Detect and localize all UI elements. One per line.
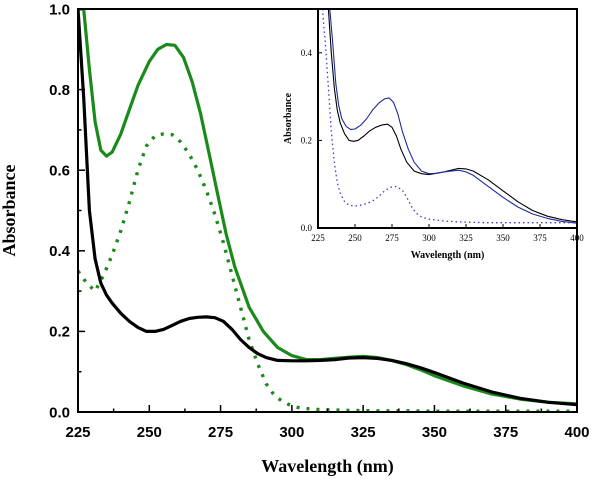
x-axis-title: Wavelength (nm) [411, 250, 485, 261]
plot-frame [317, 8, 578, 229]
inset-background [318, 9, 577, 228]
x-tick-label: 300 [279, 424, 304, 441]
y-tick-label: 0.4 [301, 48, 313, 58]
x-tick-label: 225 [65, 424, 90, 441]
series-line-1 [327, 8, 577, 223]
y-axis-title: Absorbance [283, 92, 294, 144]
y-tick-label: 0.2 [49, 324, 70, 341]
series-line-3 [321, 8, 577, 224]
x-tick-label: 275 [208, 424, 233, 441]
x-tick-label: 225 [311, 233, 325, 243]
x-tick-label: 350 [496, 233, 510, 243]
x-tick-label: 400 [570, 233, 584, 243]
x-tick-label: 250 [137, 424, 162, 441]
y-tick-label: 0.8 [49, 82, 70, 99]
x-tick-label: 400 [564, 424, 589, 441]
y-axis-title: Absorbance [0, 164, 19, 256]
series-line-2 [78, 132, 577, 412]
inset-plot: 225 250 275 300 325 350 375 400 0.0 0.2 0.4 Wavelen… [283, 8, 584, 261]
x-tick-label: 300 [422, 233, 436, 243]
x-axis-title: Wavelength (nm) [261, 456, 394, 477]
y-tick-label: 1.0 [49, 1, 70, 18]
x-tick-label: 325 [459, 233, 473, 243]
y-tick-label: 0.2 [301, 136, 312, 146]
y-tick-label: 0.0 [301, 223, 313, 233]
series-line-3 [78, 8, 577, 407]
y-tick-label: 0.0 [49, 404, 70, 421]
x-tick-label: 375 [533, 233, 547, 243]
x-tick-label: 375 [493, 424, 518, 441]
series-line-2 [329, 8, 577, 224]
y-tick-label: 0.6 [49, 162, 70, 179]
x-tick-label: 350 [422, 424, 447, 441]
x-tick-label: 325 [351, 424, 376, 441]
y-tick-label: 0.4 [49, 243, 71, 260]
x-tick-label: 275 [385, 233, 399, 243]
x-tick-label: 250 [348, 233, 362, 243]
